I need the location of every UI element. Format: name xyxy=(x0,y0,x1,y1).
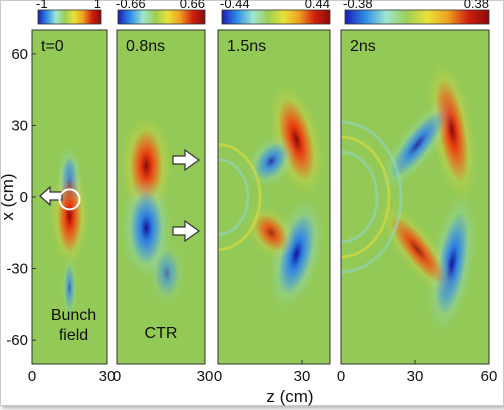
field-map xyxy=(218,83,325,311)
colorbar xyxy=(37,9,102,25)
panel-t2: -0.38 0.38 2ns 0 30 60 xyxy=(337,0,498,385)
y-tick-label: 0 xyxy=(20,189,28,206)
positive-lobe xyxy=(254,214,289,252)
time-label: 1.5ns xyxy=(227,38,266,55)
x-tick-label: 0 xyxy=(28,368,36,385)
y-tick-label: -30 xyxy=(6,261,28,278)
colorbar xyxy=(221,9,331,25)
wave-ripple xyxy=(341,150,379,244)
panel-note: field xyxy=(59,327,88,344)
panel-t15: -0.44 0.44 1.5ns 0 30 xyxy=(214,0,331,385)
negative-lobe xyxy=(129,191,163,265)
colorbar-max-label: 0.66 xyxy=(180,0,205,11)
colorbar-min-label: -1 xyxy=(36,0,48,11)
x-tick-label: 0 xyxy=(214,368,222,385)
x-tick-label: 30 xyxy=(99,368,116,385)
right-arrow-icon xyxy=(172,148,201,172)
colorbar-min-label: -0.38 xyxy=(343,0,373,11)
field-map xyxy=(120,115,187,306)
x-tick-label: 0 xyxy=(337,368,345,385)
negative-lobe xyxy=(154,249,180,297)
x-tick-label: 30 xyxy=(197,368,214,385)
field-map xyxy=(341,59,477,335)
panel-border xyxy=(116,29,206,365)
field-map xyxy=(50,144,89,320)
colorbar-min-label: -0.66 xyxy=(116,0,146,11)
negative-lobe xyxy=(254,142,289,180)
colorbar xyxy=(344,9,490,25)
positive-lobe xyxy=(57,179,82,253)
wave-ripple xyxy=(341,120,403,274)
negative-lobe xyxy=(389,110,446,179)
y-axis-label: x (cm) xyxy=(0,173,17,220)
time-label: t=0 xyxy=(41,38,64,55)
x-tick-label: 30 xyxy=(407,368,424,385)
colorbar-max-label: 1 xyxy=(94,0,101,11)
bunch-circle-marker xyxy=(58,188,81,211)
panel-note: CTR xyxy=(145,325,178,342)
left-arrow-icon xyxy=(39,185,63,207)
colorbar-max-label: 0.38 xyxy=(464,0,489,11)
field-background xyxy=(218,30,330,364)
x-tick-label: 30 xyxy=(294,368,311,385)
panel-t0: -1 1 t=0 0 30 Bunch field xyxy=(28,0,116,385)
colorbar xyxy=(117,9,206,25)
negative-lobe xyxy=(64,264,75,312)
x-tick-label: 60 xyxy=(481,368,498,385)
y-tick-label: -60 xyxy=(6,332,28,349)
wave-ripple xyxy=(341,135,391,259)
x-axis-label: z (cm) xyxy=(266,387,313,406)
panel-t08: -0.66 0.66 0.8ns 0 30 CTR xyxy=(113,0,214,385)
colorbar-max-label: 0.44 xyxy=(305,0,330,11)
positive-lobe xyxy=(389,215,446,284)
colorbar-min-label: -0.44 xyxy=(220,0,250,11)
wave-ripple xyxy=(218,158,250,236)
y-tick-label: 30 xyxy=(11,117,28,134)
time-label: 0.8ns xyxy=(126,38,165,55)
right-arrow-icon xyxy=(172,219,201,243)
panel-note: Bunch xyxy=(51,307,96,324)
y-tick-label: 60 xyxy=(11,46,28,63)
time-label: 2ns xyxy=(350,38,376,55)
x-tick-label: 0 xyxy=(113,368,121,385)
wave-ripple xyxy=(218,143,262,251)
panel-border xyxy=(217,29,331,365)
